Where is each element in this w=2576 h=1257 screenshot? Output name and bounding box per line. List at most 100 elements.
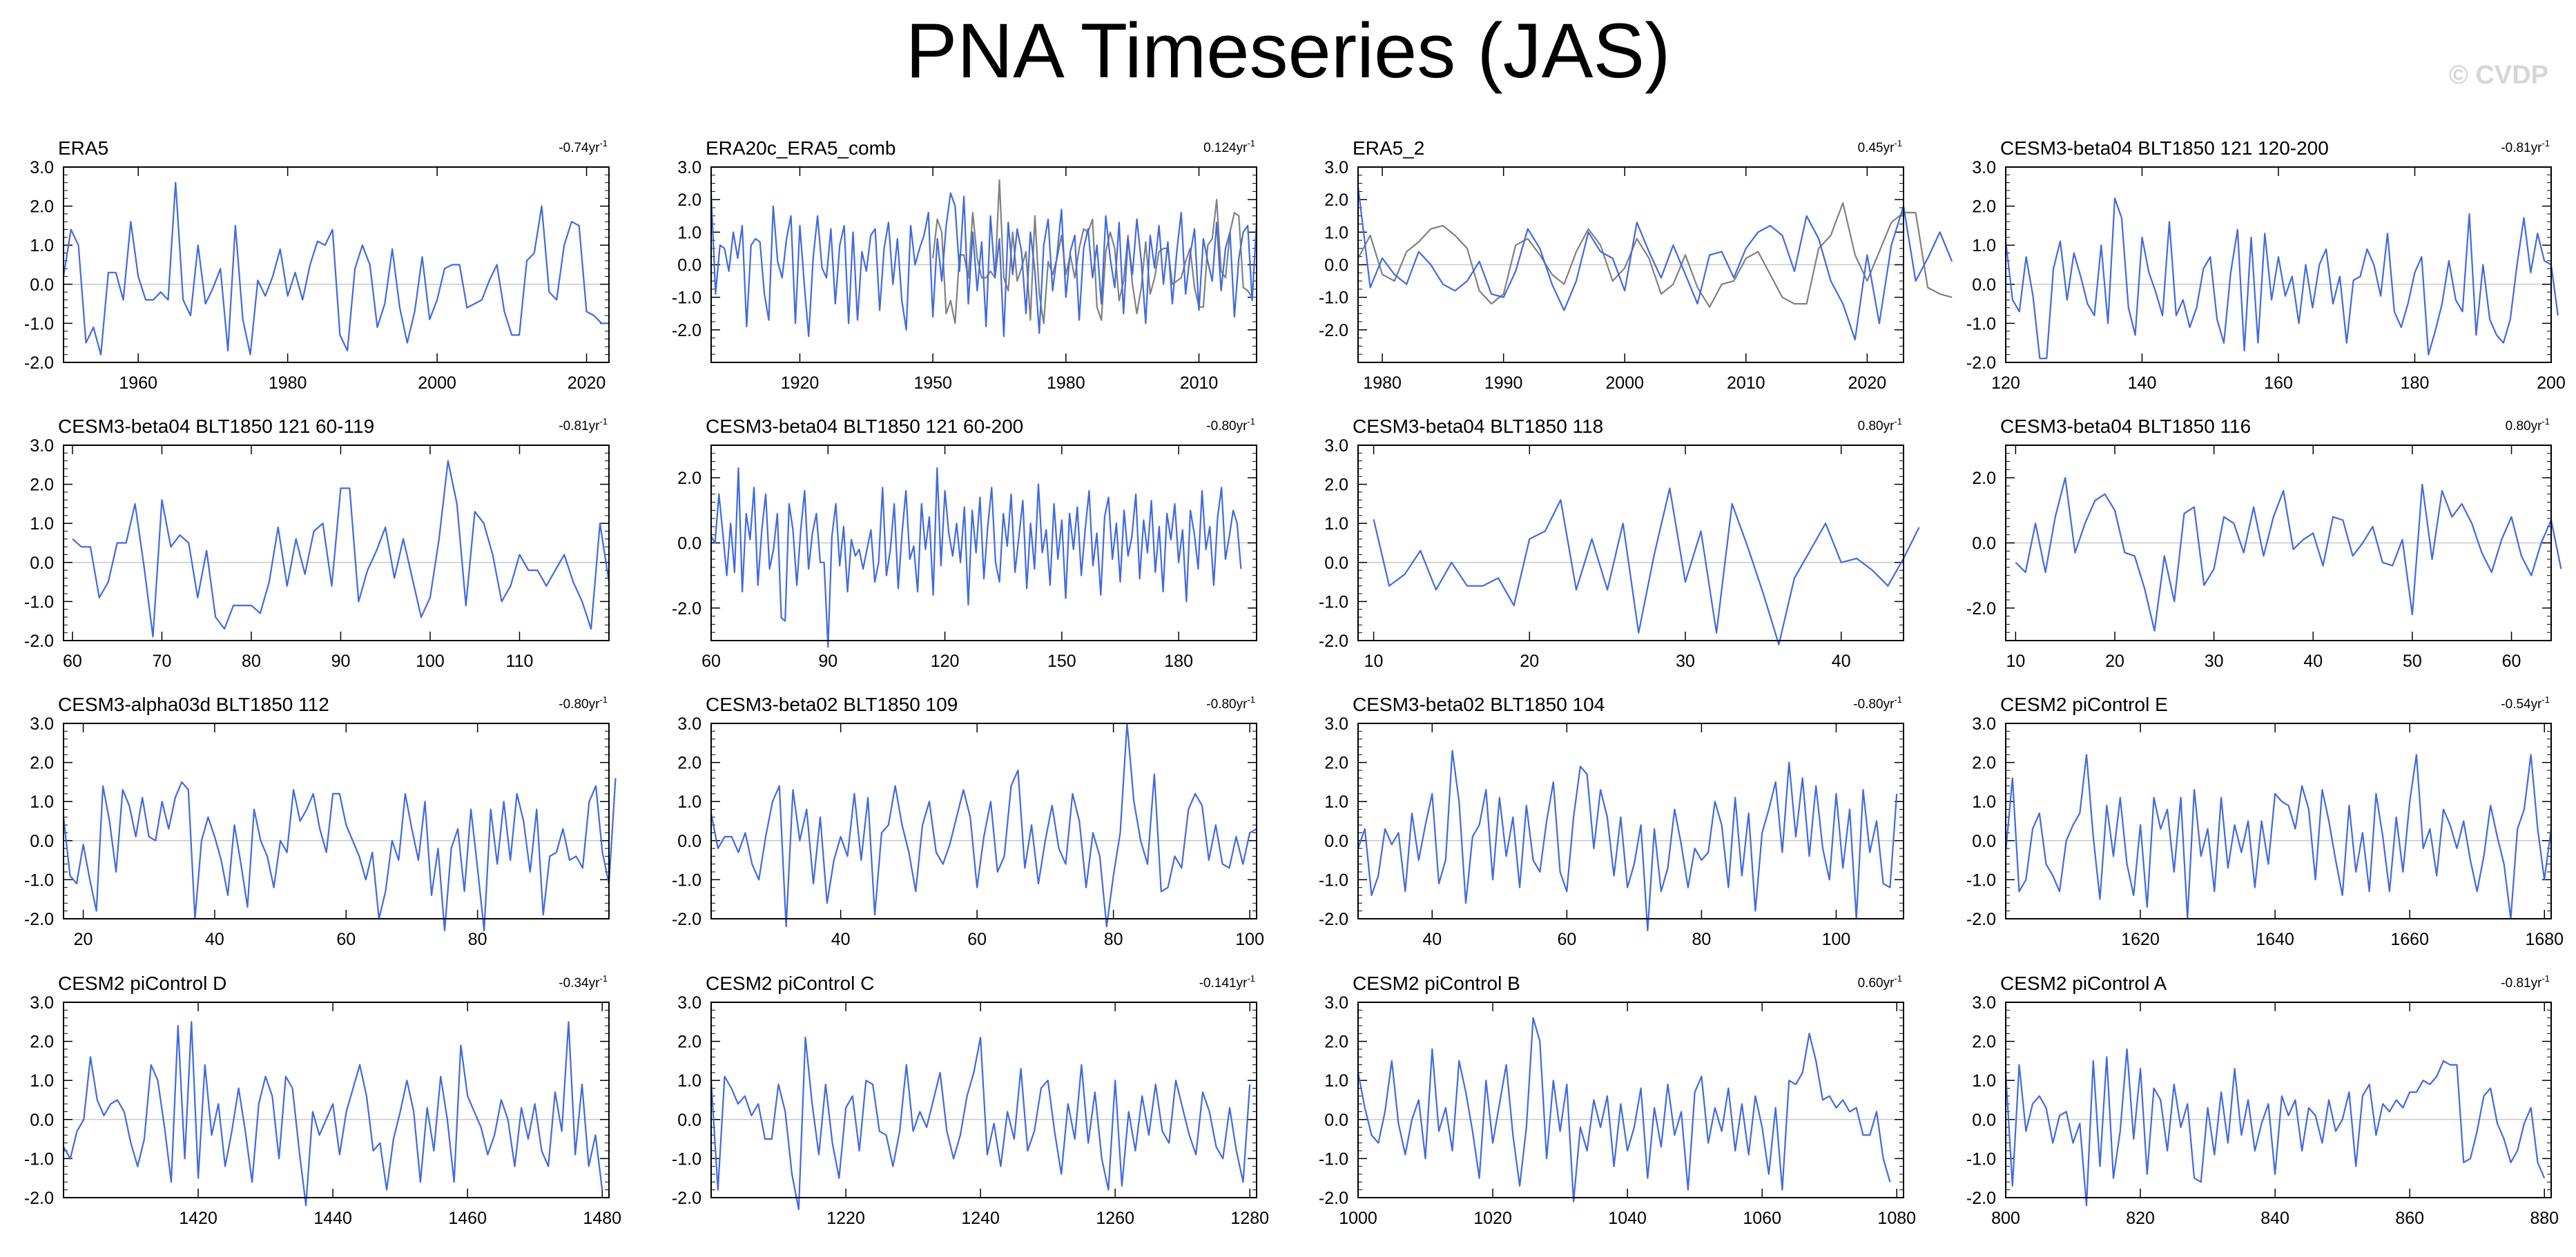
panel-title: CESM3-beta04 BLT1850 121 60-119 <box>58 416 374 437</box>
y-tick-label: 1.0 <box>30 792 54 812</box>
x-tick-label: 2010 <box>1727 373 1765 393</box>
y-tick-label: -1.0 <box>1319 289 1348 308</box>
y-tick-label: -1.0 <box>672 870 701 890</box>
y-tick-label: 3.0 <box>30 714 54 734</box>
series-line-secondary <box>1357 202 1953 308</box>
y-tick-label: 0.0 <box>1972 832 1996 851</box>
y-tick-label: -1.0 <box>24 1149 54 1169</box>
y-tick-label: 0.0 <box>1972 1111 1996 1130</box>
y-tick-label: 1.0 <box>677 223 701 242</box>
trend-exponent: -1 <box>599 416 608 427</box>
y-tick-label: 2.0 <box>1324 1033 1348 1052</box>
y-tick-label: -2.0 <box>1319 632 1348 651</box>
x-tick-label: 1460 <box>448 1209 487 1228</box>
trend-annotation: -0.54yr-1 <box>2501 694 2550 712</box>
cvdp-watermark: © CVDP <box>2448 61 2548 90</box>
y-tick-label: 1.0 <box>677 1071 701 1091</box>
y-tick-label: 1.0 <box>1324 514 1348 534</box>
plot-frame <box>2005 445 2552 641</box>
trend-exponent: -1 <box>1894 694 1902 705</box>
y-tick-label: -1.0 <box>1966 314 1996 333</box>
trend-value: 0.45yr <box>1858 141 1895 155</box>
series-line-primary <box>2004 1048 2546 1207</box>
y-tick-label: -2.0 <box>672 321 701 340</box>
trend-annotation: -0.80yr-1 <box>559 694 608 712</box>
y-tick-label: 0.0 <box>30 275 54 295</box>
series-line-primary <box>710 722 1257 928</box>
x-tick-label: 90 <box>818 652 837 671</box>
panel-16: CESM2 piControl A -0.81yr-1 -2.0 -1.0 0.0 1.0… <box>1966 973 2559 1228</box>
trend-exponent: -1 <box>2541 694 2550 705</box>
x-tick-label: 860 <box>2395 1209 2424 1228</box>
plot-frame <box>710 445 1257 641</box>
trend-annotation: -0.80yr-1 <box>1853 694 1902 712</box>
y-tick-label: -2.0 <box>1319 1189 1348 1208</box>
x-tick-label: 1220 <box>826 1209 865 1228</box>
y-tick-label: 0.0 <box>1324 832 1348 851</box>
y-tick-label: 0.0 <box>1972 275 1996 295</box>
x-tick-label: 2020 <box>568 373 606 393</box>
x-tick-label: 1920 <box>781 373 820 393</box>
x-tick-label: 1000 <box>1339 1209 1377 1228</box>
y-tick-label: 0.0 <box>30 1111 54 1130</box>
x-tick-label: 60 <box>701 652 721 671</box>
x-tick-label: 120 <box>931 652 960 671</box>
panel-9: CESM3-alpha03d BLT1850 112 -0.80yr-1 -2.0 -… <box>24 694 617 949</box>
x-tick-label: 800 <box>1991 1209 2020 1228</box>
plot-frame <box>1357 445 1904 641</box>
x-tick-label: 20 <box>2105 652 2124 671</box>
y-tick-label: 3.0 <box>677 158 701 177</box>
trend-annotation: 0.45yr-1 <box>1858 138 1902 155</box>
trend-exponent: -1 <box>1894 416 1902 427</box>
trend-value: 0.80yr <box>2506 419 2542 433</box>
trend-exponent: -1 <box>599 138 608 148</box>
y-tick-label: 2.0 <box>1972 197 1996 217</box>
y-tick-label: -1.0 <box>24 592 54 612</box>
trend-value: -0.81yr <box>2501 141 2542 155</box>
y-tick-label: -2.0 <box>672 599 701 618</box>
x-tick-label: 100 <box>1235 930 1264 949</box>
x-tick-label: 40 <box>1832 652 1851 671</box>
trend-annotation: -0.34yr-1 <box>559 973 608 991</box>
y-tick-label: -2.0 <box>1319 321 1348 340</box>
panel-3: ERA5_2 0.45yr-1 -2.0 -1.0 0.0 1.0 2.0 3.0 1980 19… <box>1319 137 1953 393</box>
trend-exponent: -1 <box>2541 416 2550 427</box>
series-line-primary <box>1357 186 1953 341</box>
trend-value: -0.34yr <box>559 976 600 991</box>
trend-value: -0.81yr <box>2501 976 2542 991</box>
x-tick-label: 1950 <box>913 373 952 393</box>
trend-annotation: -0.81yr-1 <box>2501 138 2550 155</box>
x-tick-label: 10 <box>2006 652 2025 671</box>
y-tick-label: 3.0 <box>1972 158 1996 177</box>
series-line-primary <box>62 182 609 355</box>
panel-6: CESM3-beta04 BLT1850 121 60-200 -0.80yr-1… <box>672 416 1257 671</box>
y-tick-label: -2.0 <box>1966 599 1996 618</box>
trend-annotation: 0.80yr-1 <box>1858 416 1902 433</box>
trend-value: 0.124yr <box>1203 141 1248 155</box>
y-tick-label: 0.0 <box>677 832 701 851</box>
y-tick-label: -1.0 <box>1966 870 1996 890</box>
x-tick-label: 1080 <box>1877 1209 1916 1228</box>
y-tick-label: 2.0 <box>1324 754 1348 773</box>
y-tick-label: 3.0 <box>1324 436 1348 456</box>
trend-value: -0.80yr <box>1206 697 1248 712</box>
series-line-primary <box>710 1036 1251 1211</box>
panel-2: ERA20c_ERA5_comb 0.124yr-1 -2.0 -1.0 0.0 1.0 2… <box>672 137 1258 393</box>
x-tick-label: 160 <box>2264 373 2293 393</box>
y-tick-label: 0.0 <box>1324 1111 1348 1130</box>
panel-title: ERA5_2 <box>1353 137 1424 159</box>
x-tick-label: 1280 <box>1230 1209 1269 1228</box>
x-tick-label: 60 <box>63 652 82 671</box>
y-tick-label: 3.0 <box>30 993 54 1013</box>
x-tick-label: 60 <box>2502 652 2521 671</box>
trend-exponent: -1 <box>2541 973 2550 984</box>
y-tick-label: -1.0 <box>1319 870 1348 890</box>
y-tick-label: 3.0 <box>1324 714 1348 734</box>
x-tick-label: 40 <box>831 930 851 949</box>
x-tick-label: 50 <box>2403 652 2422 671</box>
x-tick-label: 110 <box>506 652 534 671</box>
plot-frame <box>1357 723 1904 919</box>
trend-annotation: -0.141yr-1 <box>1199 973 1255 991</box>
x-tick-label: 1040 <box>1608 1209 1647 1228</box>
y-tick-label: 2.0 <box>677 469 701 488</box>
